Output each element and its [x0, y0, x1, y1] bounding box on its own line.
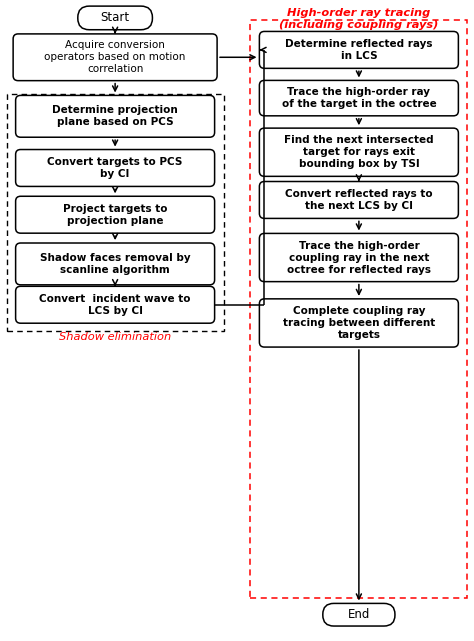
- Text: Convert targets to PCS
by CI: Convert targets to PCS by CI: [47, 157, 183, 179]
- Text: Shadow elimination: Shadow elimination: [59, 332, 171, 342]
- Text: Find the next intersected
target for rays exit
bounding box by TSI: Find the next intersected target for ray…: [284, 135, 434, 169]
- FancyBboxPatch shape: [323, 603, 395, 626]
- Text: Convert  incident wave to
LCS by CI: Convert incident wave to LCS by CI: [39, 294, 191, 316]
- FancyBboxPatch shape: [13, 34, 217, 81]
- Text: Project targets to
projection plane: Project targets to projection plane: [63, 204, 167, 226]
- FancyBboxPatch shape: [16, 287, 215, 323]
- FancyBboxPatch shape: [259, 80, 458, 116]
- Text: End: End: [348, 608, 370, 621]
- Text: Determine reflected rays
in LCS: Determine reflected rays in LCS: [285, 39, 433, 61]
- Text: Determine projection
plane based on PCS: Determine projection plane based on PCS: [52, 105, 178, 128]
- Text: Shadow faces removal by
scanline algorithm: Shadow faces removal by scanline algorit…: [40, 253, 191, 275]
- Text: Acquire conversion
operators based on motion
correlation: Acquire conversion operators based on mo…: [45, 40, 186, 74]
- FancyBboxPatch shape: [16, 243, 215, 285]
- FancyBboxPatch shape: [259, 299, 458, 347]
- FancyBboxPatch shape: [16, 96, 215, 137]
- Text: Convert reflected rays to
the next LCS by CI: Convert reflected rays to the next LCS b…: [285, 189, 433, 211]
- FancyBboxPatch shape: [16, 196, 215, 233]
- Text: Trace the high-order ray
of the target in the octree: Trace the high-order ray of the target i…: [282, 87, 436, 109]
- FancyBboxPatch shape: [16, 149, 215, 187]
- FancyBboxPatch shape: [259, 181, 458, 219]
- Text: High-order ray tracing
(including coupling rays): High-order ray tracing (including coupli…: [279, 8, 438, 29]
- Text: Complete coupling ray
tracing between different
targets: Complete coupling ray tracing between di…: [283, 306, 435, 340]
- Bar: [7, 94, 224, 331]
- Text: Start: Start: [100, 12, 130, 24]
- FancyBboxPatch shape: [259, 128, 458, 176]
- FancyBboxPatch shape: [259, 31, 458, 69]
- FancyBboxPatch shape: [78, 6, 153, 29]
- Text: Trace the high-order
coupling ray in the next
octree for reflected rays: Trace the high-order coupling ray in the…: [287, 240, 431, 274]
- FancyBboxPatch shape: [259, 233, 458, 281]
- Bar: [250, 21, 467, 599]
